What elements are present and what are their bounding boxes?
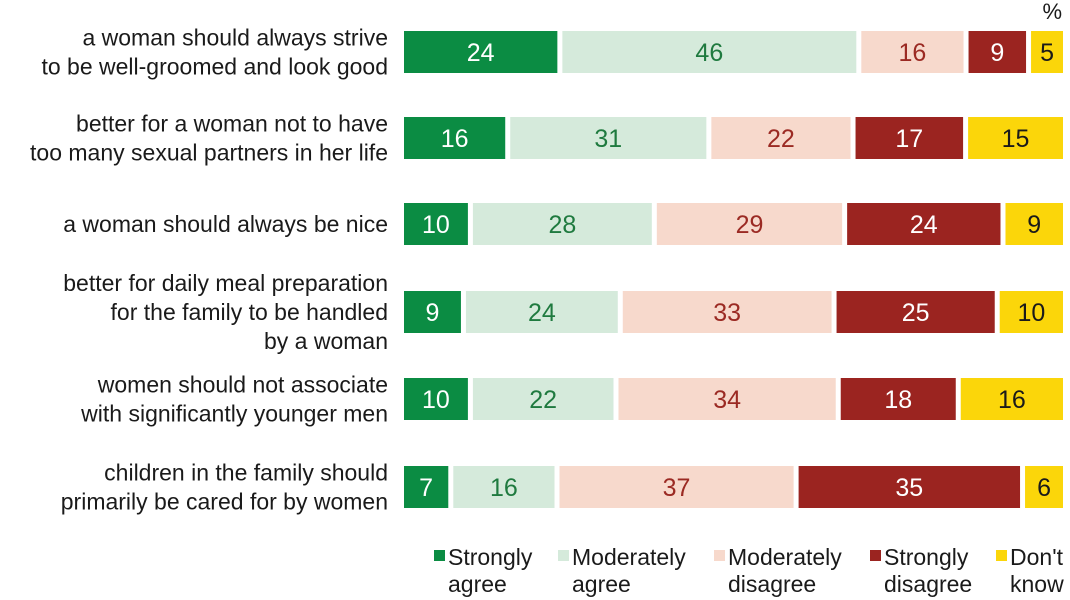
data-label: 18 bbox=[884, 386, 912, 414]
bar-segment bbox=[798, 466, 1021, 508]
data-label: 9 bbox=[1027, 211, 1041, 239]
legend-label: Moderately bbox=[572, 544, 686, 570]
data-label: 10 bbox=[1017, 299, 1045, 327]
data-label: 6 bbox=[1037, 474, 1051, 502]
unit-label: % bbox=[1042, 0, 1062, 24]
category-label: by a woman bbox=[264, 328, 388, 354]
data-label: 37 bbox=[663, 474, 691, 502]
data-label: 22 bbox=[529, 386, 557, 414]
bar-segment bbox=[622, 291, 832, 333]
category-label: a woman should always be nice bbox=[63, 211, 388, 237]
category-labels: a woman should always strive to be well-g… bbox=[30, 25, 388, 515]
legend-label: disagree bbox=[728, 571, 816, 597]
legend-swatch bbox=[996, 550, 1007, 561]
category-label: to be well-groomed and look good bbox=[41, 54, 388, 80]
bar-segment bbox=[472, 378, 614, 420]
data-label: 28 bbox=[548, 211, 576, 239]
bar-segment bbox=[562, 31, 857, 73]
data-label: 46 bbox=[695, 39, 723, 67]
bar-segment bbox=[404, 203, 468, 245]
data-label: 9 bbox=[990, 39, 1004, 67]
legend-label: Moderately bbox=[728, 544, 842, 570]
data-label: 16 bbox=[441, 125, 469, 153]
category-label: better for a woman not to have bbox=[76, 111, 388, 137]
bar-segment bbox=[404, 466, 449, 508]
bar-segment bbox=[404, 291, 461, 333]
bar-segment bbox=[968, 31, 1027, 73]
data-label: 16 bbox=[998, 386, 1026, 414]
bar-segment bbox=[1025, 466, 1063, 508]
bar-segment bbox=[472, 203, 652, 245]
legend-label: agree bbox=[448, 571, 507, 597]
data-label: 35 bbox=[895, 474, 923, 502]
bar-segment bbox=[453, 466, 555, 508]
bar-segment bbox=[404, 31, 558, 73]
data-label: 25 bbox=[902, 299, 930, 327]
data-label: 16 bbox=[899, 39, 927, 67]
bar-segment bbox=[404, 378, 468, 420]
data-label: 22 bbox=[767, 125, 795, 153]
data-label: 5 bbox=[1040, 39, 1054, 67]
legend-swatch bbox=[558, 550, 569, 561]
bar-segment bbox=[656, 203, 843, 245]
category-label: primarily be cared for by women bbox=[61, 489, 388, 515]
bar-segment bbox=[999, 291, 1063, 333]
data-label: 17 bbox=[895, 125, 923, 153]
data-label: 10 bbox=[422, 211, 450, 239]
bar-segment bbox=[618, 378, 836, 420]
bar-segment bbox=[855, 117, 964, 159]
data-label: 29 bbox=[736, 211, 764, 239]
bar-segment bbox=[840, 378, 956, 420]
bar-segment bbox=[1031, 31, 1063, 73]
legend-swatch bbox=[714, 550, 725, 561]
legend-swatch bbox=[434, 550, 445, 561]
category-label: a woman should always strive bbox=[82, 25, 388, 51]
data-label: 16 bbox=[490, 474, 518, 502]
legend-label: Strongly bbox=[884, 544, 969, 570]
data-label: 15 bbox=[1002, 125, 1030, 153]
bar-segment bbox=[861, 31, 964, 73]
data-label: 34 bbox=[713, 386, 741, 414]
bar-segment bbox=[711, 117, 851, 159]
bar-segment bbox=[1005, 203, 1063, 245]
legend-swatch bbox=[870, 550, 881, 561]
bars: 24 46 16 9 5 16 31 22 17 15 10 28 29 24 9 9 24 33 25 10 10 22… bbox=[404, 31, 1063, 508]
data-label: 7 bbox=[419, 474, 433, 502]
bar-segment bbox=[404, 117, 506, 159]
data-label: 33 bbox=[713, 299, 741, 327]
data-label: 9 bbox=[426, 299, 440, 327]
bar-segment bbox=[559, 466, 794, 508]
bar-segment bbox=[847, 203, 1001, 245]
data-label: 10 bbox=[422, 386, 450, 414]
category-label: children in the family should bbox=[104, 460, 388, 486]
legend-label: agree bbox=[572, 571, 631, 597]
category-label: with significantly younger men bbox=[80, 401, 388, 427]
data-label: 31 bbox=[594, 125, 622, 153]
category-label: women should not associate bbox=[97, 372, 388, 398]
legend-label: Don't bbox=[1010, 544, 1064, 570]
category-label: better for daily meal preparation bbox=[63, 270, 388, 296]
legend-label: Strongly bbox=[448, 544, 533, 570]
bar-segment bbox=[968, 117, 1063, 159]
category-label: for the family to be handled bbox=[111, 299, 388, 325]
data-label: 24 bbox=[910, 211, 938, 239]
data-label: 24 bbox=[467, 39, 495, 67]
legend: StronglyagreeModeratelyagreeModeratelydi… bbox=[434, 544, 1064, 597]
bar-segment bbox=[465, 291, 618, 333]
bar-segment bbox=[510, 117, 707, 159]
category-label: too many sexual partners in her life bbox=[30, 140, 388, 166]
bar-segment bbox=[960, 378, 1063, 420]
legend-label: disagree bbox=[884, 571, 972, 597]
data-label: 24 bbox=[528, 299, 556, 327]
legend-label: know bbox=[1010, 571, 1064, 597]
bar-segment bbox=[836, 291, 995, 333]
